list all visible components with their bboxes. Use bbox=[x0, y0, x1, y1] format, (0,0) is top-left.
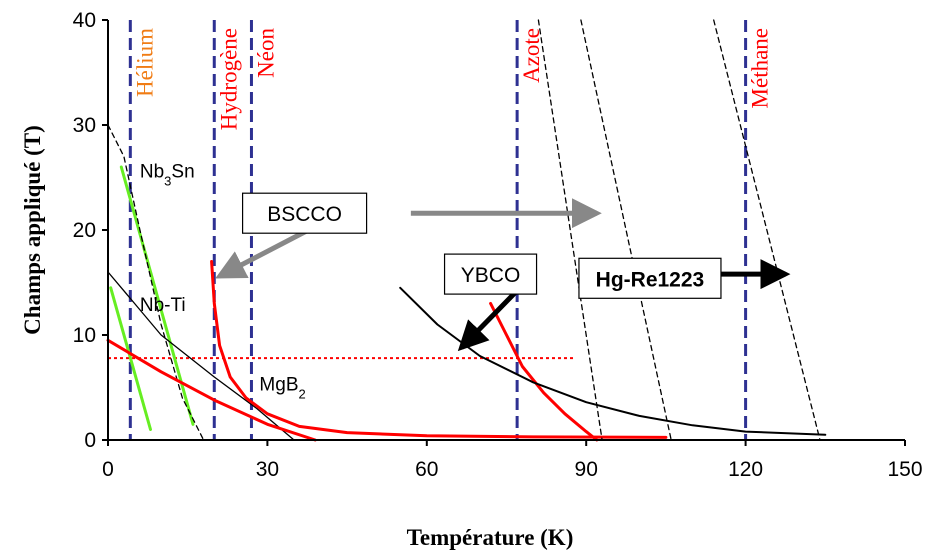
y-axis-title: Champs appliqué (T) bbox=[20, 125, 45, 335]
box-label-0: BSCCO bbox=[267, 203, 342, 226]
box-label-1: YBCO bbox=[461, 264, 521, 287]
series-black-Hg bbox=[399, 286, 827, 436]
x-tick-label-5: 150 bbox=[887, 458, 922, 481]
ref-label-1: Hydrogène bbox=[216, 28, 241, 130]
series-red-H bbox=[210, 260, 668, 439]
y-tick-label-0: 0 bbox=[84, 429, 96, 452]
series-red-YBCO bbox=[489, 302, 599, 442]
arrow-0 bbox=[215, 225, 314, 279]
ref-label-3: Azote bbox=[519, 28, 544, 83]
box-label-2: Hg-Re1223 bbox=[596, 268, 705, 291]
material-label-0: Nb3Sn bbox=[140, 162, 195, 189]
x-axis-title: Température (K) bbox=[407, 525, 574, 550]
series-dash-1 bbox=[537, 19, 603, 441]
y-tick-label-4: 40 bbox=[73, 9, 96, 32]
series-dash-2 bbox=[580, 19, 672, 441]
ref-label-4: Méthane bbox=[748, 28, 773, 108]
material-label-2: MgB2 bbox=[259, 375, 305, 402]
series-red-MgB2 bbox=[106, 338, 317, 442]
x-tick-label-4: 120 bbox=[728, 458, 763, 481]
x-tick-label-0: 0 bbox=[102, 458, 114, 481]
series-dash-3 bbox=[713, 19, 821, 441]
series-black-dashed bbox=[107, 124, 205, 441]
material-label-1: Nb-Ti bbox=[140, 295, 186, 316]
ref-label-0: Hélium bbox=[132, 28, 157, 97]
ref-label-2: Néon bbox=[253, 28, 278, 78]
box-0 bbox=[241, 192, 368, 234]
y-tick-label-3: 30 bbox=[73, 114, 96, 137]
x-tick-label-1: 30 bbox=[256, 458, 279, 481]
series-black-thin bbox=[107, 271, 295, 441]
y-tick-label-1: 10 bbox=[73, 324, 96, 347]
x-tick-label-3: 90 bbox=[575, 458, 598, 481]
series-green-NbTi bbox=[109, 286, 152, 431]
box-2 bbox=[578, 257, 722, 299]
box-1 bbox=[443, 253, 538, 295]
x-tick-label-2: 60 bbox=[415, 458, 438, 481]
y-tick-label-2: 20 bbox=[73, 219, 96, 242]
